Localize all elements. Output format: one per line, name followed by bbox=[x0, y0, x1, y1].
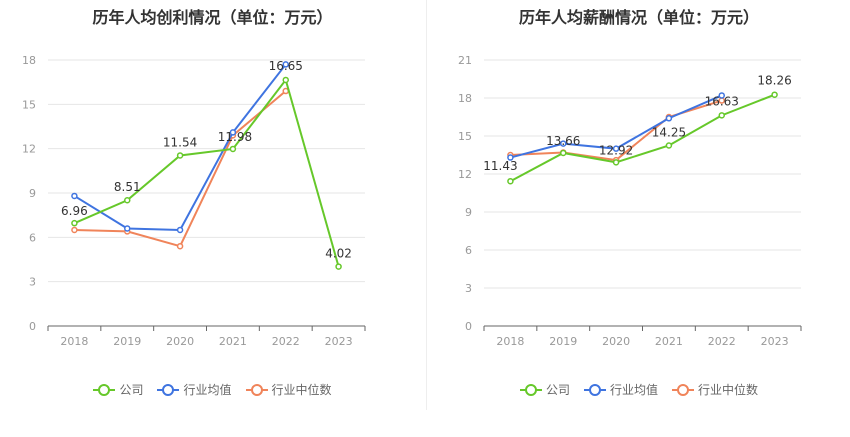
x-tick-label: 2023 bbox=[325, 335, 353, 348]
legend-label-company: 公司 bbox=[119, 383, 144, 397]
point-company bbox=[560, 149, 567, 157]
data-label: 8.51 bbox=[114, 180, 141, 194]
data-label: 14.25 bbox=[652, 126, 686, 140]
point-industry_avg bbox=[665, 115, 673, 122]
point-industry_avg bbox=[560, 140, 567, 147]
data-label: 6.96 bbox=[61, 204, 88, 218]
legend-item-industry-median[interactable]: 行业中位数 bbox=[245, 381, 332, 398]
point-company bbox=[771, 91, 778, 98]
y-tick-label: 12 bbox=[22, 143, 36, 156]
data-label: 18.26 bbox=[757, 74, 791, 88]
data-label: 11.43 bbox=[483, 159, 517, 173]
point-company bbox=[71, 219, 78, 227]
x-tick-label: 2021 bbox=[219, 335, 247, 348]
legend-profit: 公司 行业均值 行业中位数 bbox=[0, 381, 425, 398]
series-line-company bbox=[74, 77, 340, 267]
point-company bbox=[612, 159, 620, 166]
data-label: 11.98 bbox=[218, 130, 252, 144]
panel-divider bbox=[426, 0, 427, 410]
x-tick-label: 2022 bbox=[272, 335, 300, 348]
legend-salary: 公司 行业均值 行业中位数 bbox=[428, 381, 850, 398]
point-industry_avg bbox=[229, 129, 237, 136]
legend-line-icon bbox=[672, 383, 694, 396]
point-industry_avg bbox=[176, 226, 184, 234]
legend-item-industry-avg[interactable]: 行业均值 bbox=[157, 381, 232, 398]
legend-label-industry-avg: 行业均值 bbox=[609, 383, 658, 397]
point-company bbox=[229, 145, 237, 153]
data-label: 11.54 bbox=[163, 135, 197, 149]
point-company bbox=[176, 152, 184, 159]
profit-chart-panel: 历年人均创利情况（单位：万元） 0 3 6 9 12 15 18 2018 2019 2020 20… bbox=[0, 8, 425, 398]
legend-label-industry-avg: 行业均值 bbox=[183, 383, 232, 397]
y-tick-label: 18 bbox=[458, 92, 472, 105]
chart-title-salary: 历年人均薪酬情况（单位：万元） bbox=[518, 8, 759, 27]
y-tick-label: 12 bbox=[458, 168, 472, 181]
y-tick-label: 3 bbox=[465, 282, 472, 295]
series-line-company bbox=[509, 93, 775, 183]
legend-line-icon bbox=[519, 383, 542, 396]
legend-line-icon bbox=[583, 383, 606, 396]
point-industry_avg bbox=[718, 92, 725, 99]
y-tick-label: 0 bbox=[29, 320, 36, 333]
point-industry_avg bbox=[282, 61, 289, 68]
x-tick-label: 2018 bbox=[60, 335, 88, 348]
x-tick-label: 2019 bbox=[113, 335, 141, 348]
y-tick-label: 3 bbox=[29, 276, 36, 289]
point-company bbox=[718, 112, 725, 119]
chart-title-profit: 历年人均创利情况（单位：万元） bbox=[92, 8, 333, 27]
x-tick-label: 2020 bbox=[166, 335, 194, 348]
y-tick-label: 9 bbox=[29, 187, 36, 200]
y-tick-label: 18 bbox=[22, 54, 36, 67]
legend-item-industry-avg[interactable]: 行业均值 bbox=[583, 381, 658, 398]
data-label: 12.92 bbox=[599, 143, 633, 157]
point-company bbox=[665, 142, 673, 149]
data-label: 4.02 bbox=[325, 247, 352, 261]
legend-label-industry-median: 行业中位数 bbox=[698, 383, 759, 397]
point-company bbox=[335, 263, 342, 270]
profit-chart-svg: 0 3 6 9 12 15 18 2018 2019 2020 2021 2022 2023 6.96 8.… bbox=[22, 54, 366, 348]
point-industry_avg bbox=[612, 145, 620, 152]
point-industry_median bbox=[71, 226, 78, 234]
legend-item-industry-median[interactable]: 行业中位数 bbox=[672, 381, 758, 398]
point-industry_avg bbox=[71, 192, 78, 200]
data-label: 13.66 bbox=[546, 134, 580, 148]
point-industry_median bbox=[176, 242, 184, 250]
x-tick-label: 2020 bbox=[602, 335, 630, 348]
y-tick-label: 21 bbox=[458, 54, 472, 67]
point-company bbox=[124, 196, 131, 204]
point-industry_avg bbox=[507, 154, 514, 161]
x-tick-label: 2023 bbox=[761, 335, 789, 348]
legend-label-company: 公司 bbox=[545, 383, 570, 397]
point-company bbox=[282, 76, 289, 84]
legend-item-company[interactable]: 公司 bbox=[519, 381, 570, 398]
salary-chart-svg: 0 3 6 9 12 15 18 21 2018 2019 2020 2021 2022 2023 11.4… bbox=[458, 54, 802, 348]
series-line-industry_median bbox=[74, 90, 287, 248]
legend-line-icon bbox=[157, 383, 180, 396]
point-company bbox=[507, 177, 514, 185]
y-tick-label: 0 bbox=[465, 320, 472, 333]
point-industry_avg bbox=[124, 225, 131, 232]
y-tick-label: 6 bbox=[29, 231, 36, 244]
y-tick-label: 15 bbox=[458, 130, 472, 143]
salary-chart-panel: 历年人均薪酬情况（单位：万元） 0 3 6 9 12 15 18 21 2018 2019 2020… bbox=[428, 0, 850, 437]
x-tick-label: 2022 bbox=[708, 335, 736, 348]
data-label: 16.63 bbox=[705, 94, 739, 108]
legend-line-icon bbox=[245, 383, 268, 396]
legend-label-industry-median: 行业中位数 bbox=[271, 383, 332, 397]
y-tick-label: 9 bbox=[465, 206, 472, 219]
y-tick-label: 15 bbox=[22, 98, 36, 111]
data-label: 16.65 bbox=[269, 59, 303, 73]
x-tick-label: 2019 bbox=[549, 335, 577, 348]
y-tick-label: 6 bbox=[465, 244, 472, 257]
legend-item-company[interactable]: 公司 bbox=[93, 381, 143, 398]
x-tick-label: 2018 bbox=[496, 335, 524, 348]
x-tick-label: 2021 bbox=[655, 335, 683, 348]
legend-line-icon bbox=[93, 383, 116, 396]
